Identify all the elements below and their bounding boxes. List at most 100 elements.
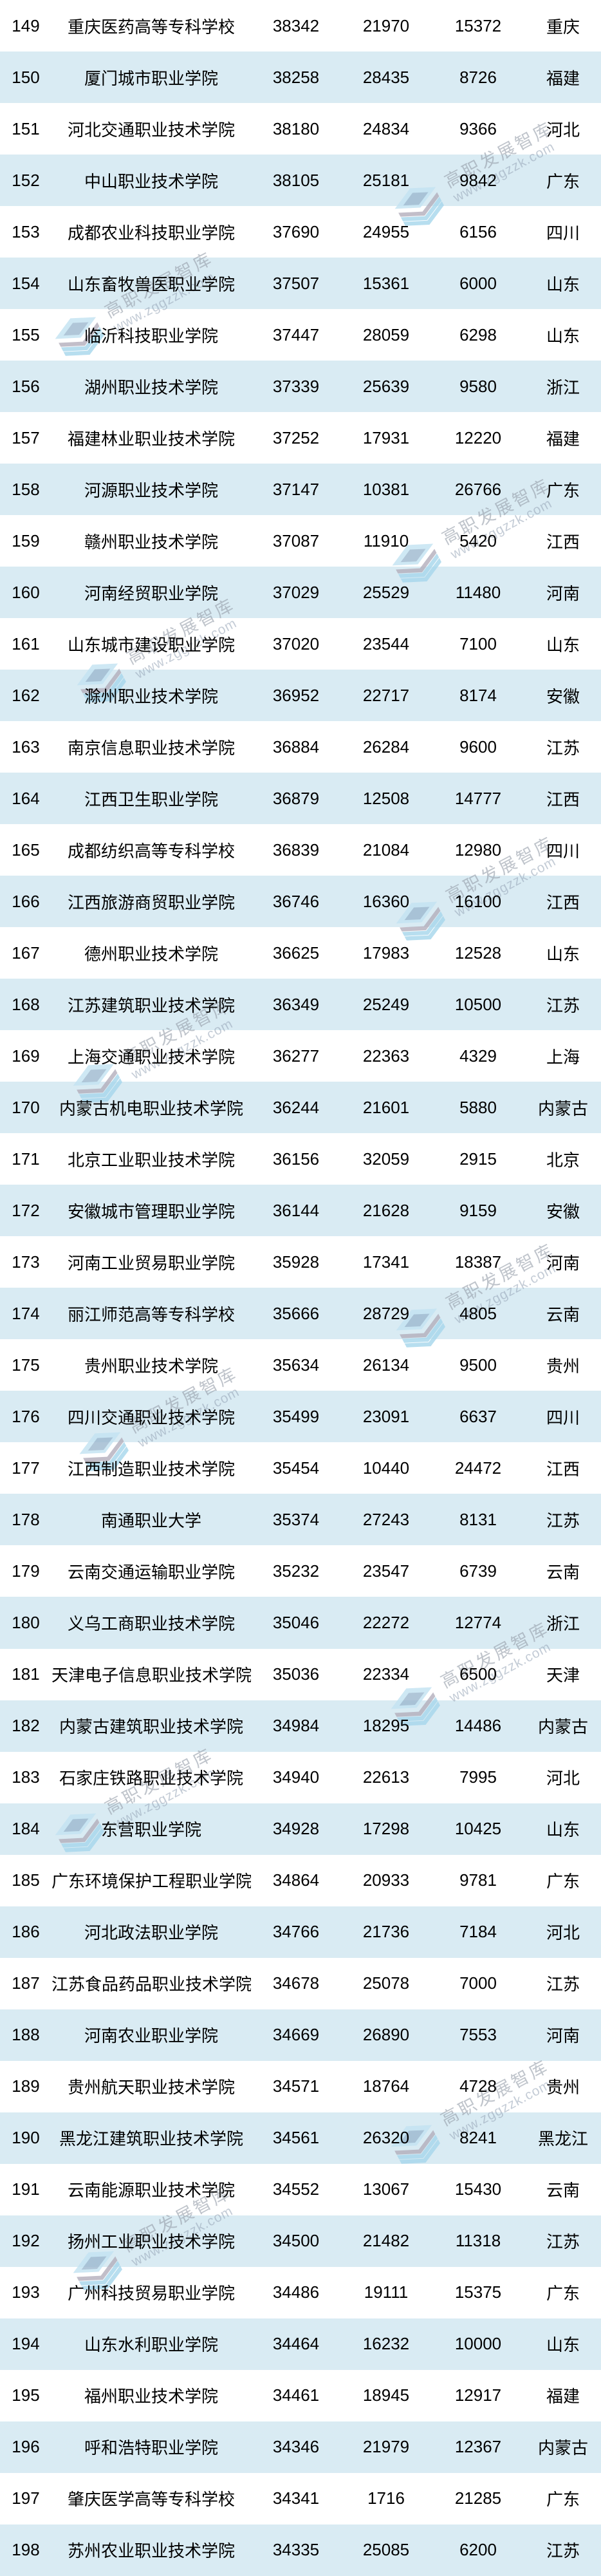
school-name-cell: 四川交通职业技术学院 [67, 1407, 235, 1427]
table-row: 163 南京信息职业技术学院 36884 26284 9600 江苏 [0, 721, 601, 773]
value1-cell: 34928 [272, 1819, 320, 1839]
value1-cell: 34984 [272, 1716, 320, 1736]
value2-cell: 17341 [362, 1252, 410, 1272]
value2-cell: 25078 [362, 1973, 410, 1993]
province-cell: 江苏 [546, 1510, 580, 1530]
value2-cell: 1716 [367, 2488, 405, 2508]
value2-cell: 17983 [362, 943, 410, 963]
province-cell: 福建 [546, 429, 580, 449]
table-row: 149 重庆医药高等专科学校 38342 21970 15372 重庆 [0, 0, 601, 52]
rank-cell: 154 [12, 273, 40, 293]
rank-cell: 151 [12, 118, 40, 138]
school-name-cell: 成都农业科技职业学院 [67, 223, 235, 243]
school-name-cell: 北京工业职业技术学院 [67, 1150, 235, 1170]
value3-cell: 12367 [454, 2437, 502, 2457]
value2-cell: 17931 [362, 428, 410, 447]
value1-cell: 37339 [272, 376, 320, 396]
value2-cell: 24955 [362, 221, 410, 241]
value1-cell: 34486 [272, 2282, 320, 2302]
value1-cell: 34669 [272, 2025, 320, 2045]
value2-cell: 23091 [362, 1406, 410, 1426]
value2-cell: 21084 [362, 840, 410, 860]
school-name-cell: 德州职业技术学院 [84, 944, 218, 964]
province-cell: 内蒙古 [537, 2438, 588, 2458]
province-cell: 江苏 [546, 738, 580, 758]
rank-cell: 191 [12, 2179, 40, 2199]
value3-cell: 26766 [454, 479, 502, 499]
value1-cell: 37020 [272, 634, 320, 653]
rank-cell: 169 [12, 1046, 40, 1066]
value2-cell: 28059 [362, 324, 410, 344]
rank-cell: 187 [12, 1973, 40, 1993]
value2-cell: 10381 [362, 479, 410, 499]
school-name-cell: 重庆医药高等专科学校 [67, 17, 235, 37]
school-name-cell: 河北政法职业学院 [84, 1923, 218, 1943]
province-cell: 山东 [546, 274, 580, 294]
value1-cell: 35666 [272, 1303, 320, 1323]
rank-cell: 153 [12, 221, 40, 241]
table-row: 190 黑龙江建筑职业技术学院 34561 26320 8241 黑龙江 [0, 2112, 601, 2164]
value1-cell: 37252 [272, 428, 320, 447]
right-edge-blue-stripe [598, 16, 601, 2576]
value3-cell: 7995 [459, 1767, 497, 1787]
table-row: 188 河南农业职业学院 34669 26890 7553 河南 [0, 2009, 601, 2061]
province-cell: 江西 [546, 892, 580, 912]
value2-cell: 26320 [362, 2128, 410, 2148]
value2-cell: 25529 [362, 582, 410, 602]
rank-cell: 163 [12, 737, 40, 757]
table-row: 150 厦门城市职业学院 38258 28435 8726 福建 [0, 52, 601, 104]
province-cell: 江苏 [546, 2541, 580, 2561]
rank-cell: 193 [12, 2282, 40, 2302]
rank-cell: 168 [12, 994, 40, 1014]
value3-cell: 9600 [459, 737, 497, 757]
value2-cell: 11910 [363, 531, 409, 550]
rank-cell: 171 [12, 1149, 40, 1169]
province-cell: 河南 [546, 1253, 580, 1273]
province-cell: 浙江 [546, 1613, 580, 1633]
table-row: 157 福建林业职业技术学院 37252 17931 12220 福建 [0, 412, 601, 464]
table-row: 192 扬州工业职业技术学院 34500 21482 11318 江苏 [0, 2215, 601, 2267]
province-cell: 浙江 [546, 377, 580, 397]
school-name-cell: 山东畜牧兽医职业学院 [67, 274, 235, 294]
value3-cell: 12774 [454, 1612, 502, 1632]
school-name-cell: 广州科技贸易职业学院 [67, 2284, 235, 2304]
value3-cell: 18387 [454, 1252, 502, 1272]
value2-cell: 32059 [362, 1149, 410, 1169]
value3-cell: 7000 [459, 1973, 497, 1993]
table-row: 155 临沂科技职业学院 37447 28059 6298 山东 [0, 309, 601, 361]
province-cell: 上海 [546, 1047, 580, 1067]
rank-cell: 175 [12, 1355, 40, 1375]
province-cell: 四川 [546, 1407, 580, 1427]
value2-cell: 23544 [362, 634, 410, 653]
table-row: 167 德州职业技术学院 36625 17983 12528 山东 [0, 927, 601, 979]
school-name-cell: 中山职业技术学院 [84, 171, 218, 191]
table-row: 151 河北交通职业技术学院 38180 24834 9366 河北 [0, 103, 601, 155]
school-name-cell: 天津电子信息职业技术学院 [51, 1666, 251, 1685]
province-cell: 云南 [546, 1562, 580, 1582]
value3-cell: 6200 [459, 2540, 497, 2560]
school-name-cell: 厦门城市职业学院 [84, 68, 218, 88]
rank-cell: 176 [12, 1406, 40, 1426]
province-cell: 河南 [546, 2026, 580, 2046]
value2-cell: 25181 [362, 170, 410, 190]
school-name-cell: 河南农业职业学院 [84, 2026, 218, 2046]
province-cell: 广东 [546, 2490, 580, 2510]
value2-cell: 16360 [362, 891, 410, 911]
rank-cell: 160 [12, 582, 40, 602]
table-row: 172 安徽城市管理职业学院 36144 21628 9159 安徽 [0, 1185, 601, 1237]
rank-cell: 194 [12, 2334, 40, 2354]
school-name-cell: 赣州职业技术学院 [84, 532, 218, 552]
rank-cell: 190 [12, 2128, 40, 2148]
school-name-cell: 临沂科技职业学院 [84, 326, 218, 346]
value3-cell: 8174 [459, 685, 497, 705]
value3-cell: 7553 [459, 2025, 497, 2045]
province-cell: 江西 [546, 789, 580, 809]
rank-cell: 164 [12, 788, 40, 808]
value1-cell: 35454 [272, 1458, 320, 1478]
school-name-cell: 东营职业学院 [100, 1820, 201, 1840]
value3-cell: 12220 [454, 428, 502, 447]
rank-cell: 180 [12, 1612, 40, 1632]
value3-cell: 6156 [459, 221, 497, 241]
value2-cell: 25249 [362, 994, 410, 1014]
rank-cell: 162 [12, 685, 40, 705]
